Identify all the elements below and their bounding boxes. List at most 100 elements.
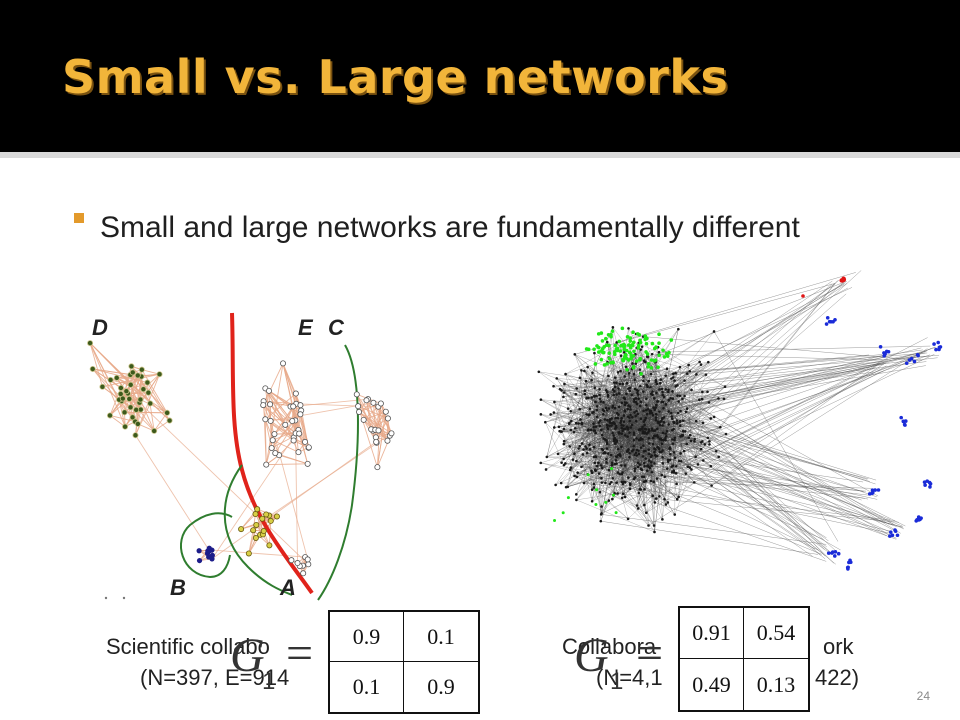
network-node (841, 277, 846, 283)
network-node (586, 347, 591, 352)
network-node (652, 524, 656, 527)
network-node (598, 397, 602, 401)
initiator-matrix-right: 0.91 0.54 0.49 0.13 (678, 606, 810, 712)
network-node (636, 461, 640, 465)
network-node (144, 379, 151, 386)
network-node (572, 430, 576, 434)
network-node (650, 470, 654, 474)
network-node (265, 387, 272, 394)
network-node (648, 459, 651, 462)
network-edge (559, 388, 868, 480)
network-node (627, 327, 630, 330)
network-edge (614, 383, 628, 388)
network-edge (634, 401, 827, 548)
network-node (670, 465, 674, 468)
network-node (113, 374, 120, 381)
network-node (590, 488, 594, 491)
network-node (689, 439, 693, 443)
network-node (597, 421, 601, 424)
network-node (138, 366, 145, 373)
network-node (672, 451, 676, 454)
network-node (384, 437, 391, 444)
network-node (709, 464, 713, 468)
network-node (634, 359, 639, 363)
network-node (612, 381, 616, 384)
kronecker-equals-left: = (286, 627, 314, 680)
network-node (577, 422, 580, 425)
network-edge (264, 419, 267, 465)
network-node (132, 432, 139, 439)
network-node (672, 469, 676, 472)
network-edge (563, 355, 930, 398)
network-node (647, 448, 651, 451)
network-node (656, 399, 660, 403)
network-node (597, 472, 601, 475)
network-node (621, 358, 626, 363)
network-node (593, 394, 596, 398)
network-node (552, 426, 556, 429)
network-edge (89, 342, 170, 421)
network-node (595, 405, 599, 408)
network-node (595, 344, 599, 348)
network-node (673, 513, 677, 516)
network-node (685, 442, 689, 446)
network-node (272, 450, 279, 457)
network-node (288, 557, 295, 564)
network-node (562, 463, 566, 467)
network-node (617, 431, 621, 435)
network-edge (612, 407, 903, 527)
network-edge (673, 421, 871, 482)
network-node (681, 397, 684, 401)
network-node (827, 319, 832, 324)
network-node (562, 439, 566, 443)
network-node (592, 347, 596, 352)
network-edge (641, 428, 662, 476)
network-node (539, 413, 543, 416)
network-edge (366, 400, 372, 430)
network-node (628, 483, 632, 487)
network-edge (672, 391, 826, 557)
small-network-figure: D E C B A (87, 312, 395, 601)
network-node (917, 518, 921, 522)
network-node (636, 412, 640, 416)
network-edge (540, 399, 596, 434)
network-node (560, 461, 563, 464)
matrix-cell: 0.9 (330, 612, 404, 662)
network-node (617, 339, 622, 344)
network-edge (569, 327, 614, 424)
network-edge (589, 444, 593, 502)
network-node (932, 342, 936, 346)
network-edge (587, 375, 609, 454)
network-node (619, 369, 622, 373)
network-node (294, 560, 301, 567)
network-node (637, 397, 640, 401)
network-node (916, 353, 920, 358)
kronecker-symbol-right: G (574, 629, 609, 682)
network-node (613, 442, 617, 445)
network-node (636, 507, 640, 510)
network-node (637, 452, 641, 456)
network-node (636, 391, 639, 395)
matrix-cell: 0.49 (680, 659, 744, 710)
network-edge (141, 369, 168, 414)
network-edge (627, 369, 676, 374)
network-edge (646, 363, 885, 513)
network-node (577, 447, 580, 450)
network-node (595, 408, 599, 412)
network-node (664, 438, 667, 442)
network-node (626, 428, 630, 431)
network-node (659, 378, 663, 381)
network-node (621, 471, 624, 474)
network-node (901, 419, 906, 424)
network-edge (211, 441, 377, 560)
network-node (644, 350, 648, 354)
network-node (652, 406, 655, 410)
network-node (599, 428, 603, 432)
network-node (609, 453, 613, 457)
network-node (667, 398, 671, 402)
network-node (254, 506, 261, 513)
network-node (568, 468, 572, 472)
network-edge (695, 362, 882, 458)
network-edge (655, 351, 927, 408)
network-node (684, 410, 688, 414)
